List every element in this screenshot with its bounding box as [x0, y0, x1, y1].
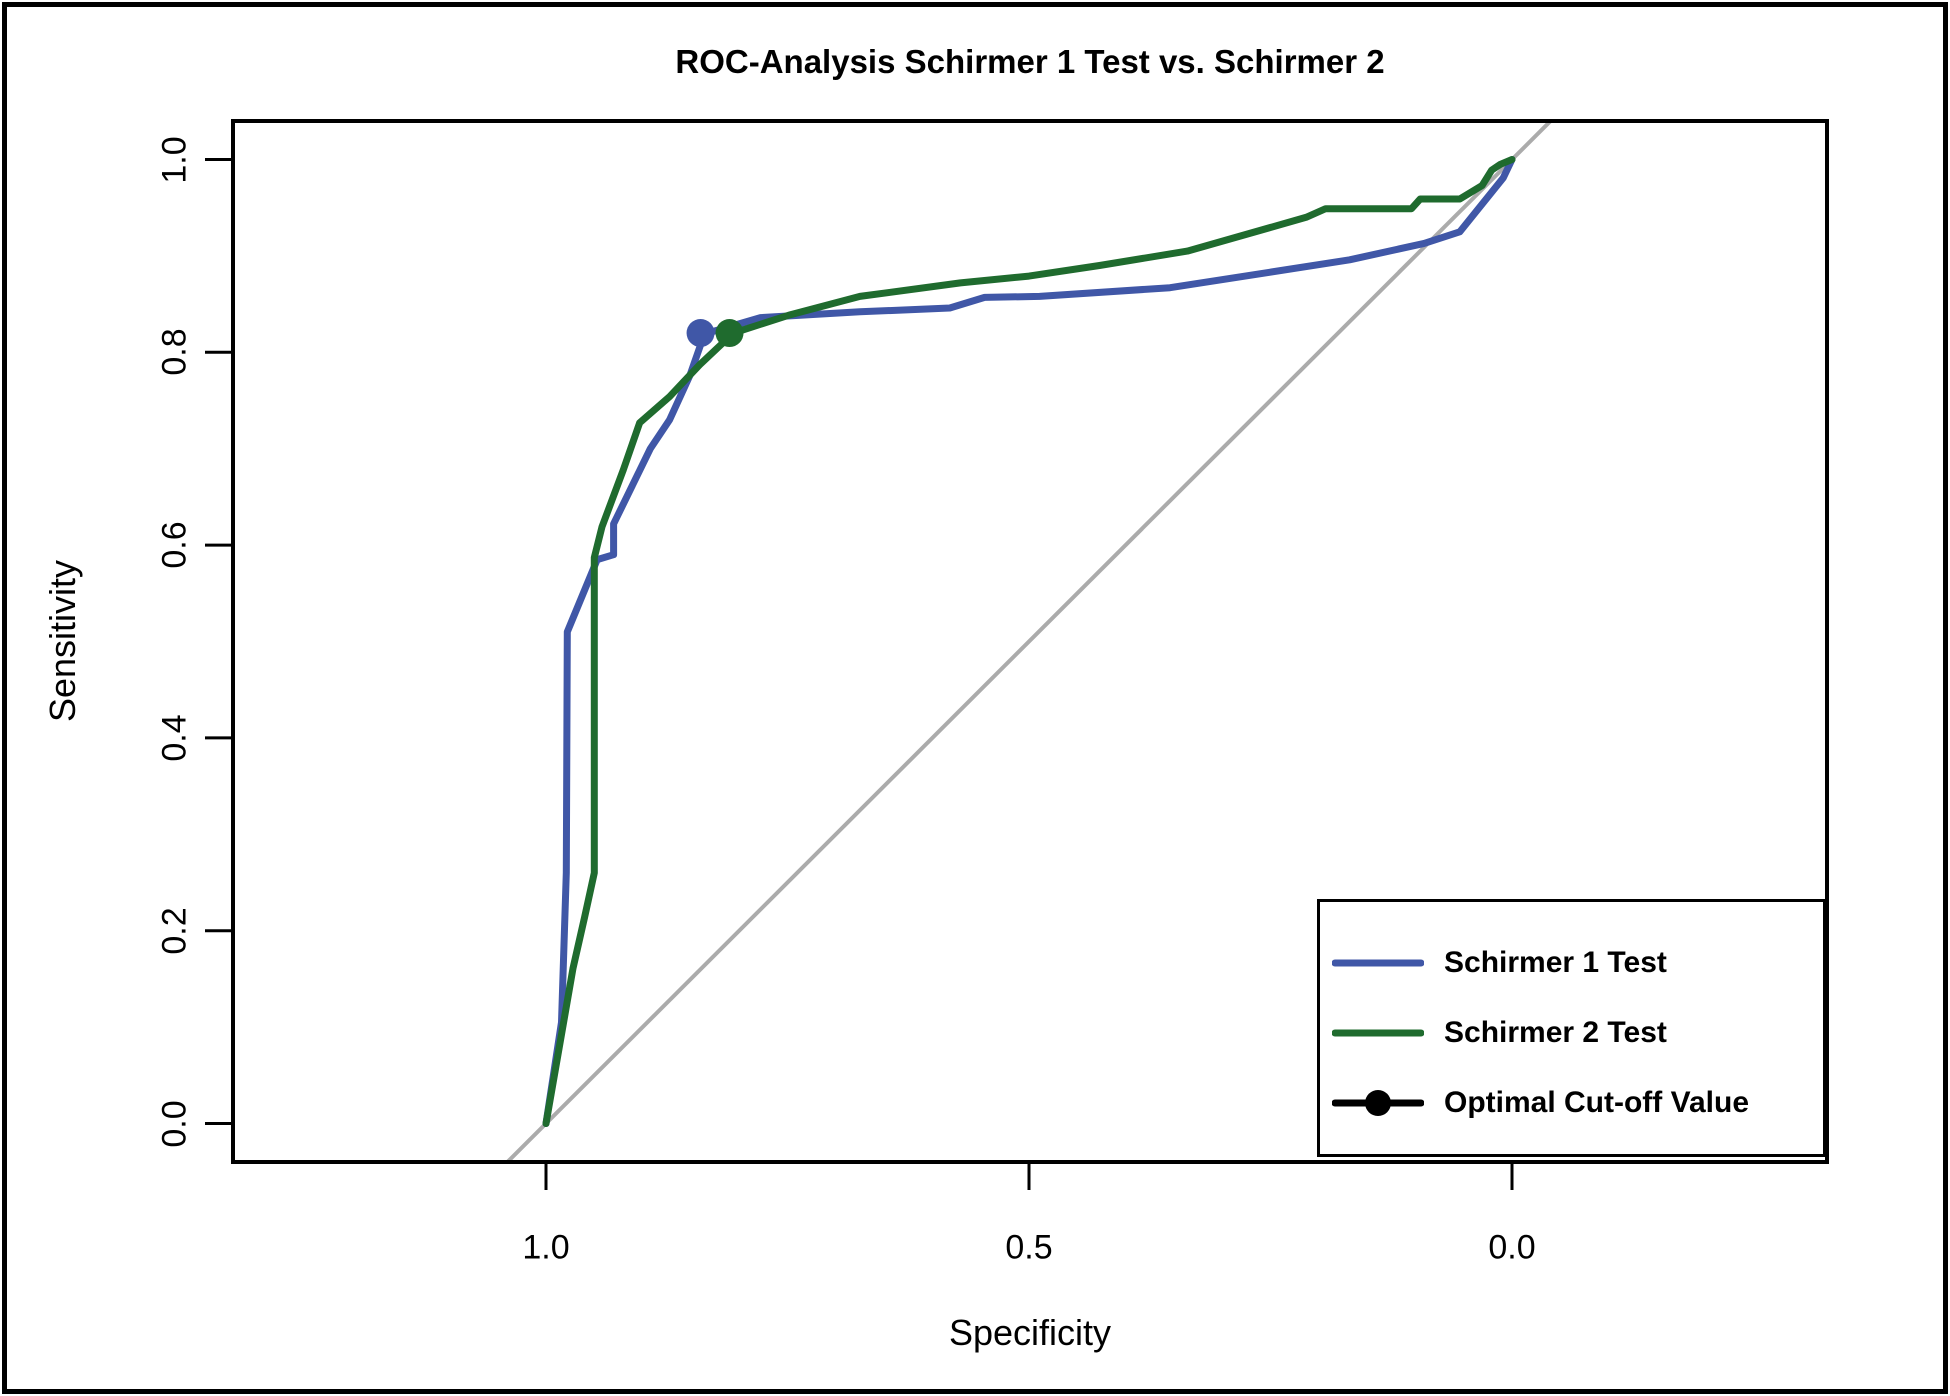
reference-diagonal [505, 119, 1553, 1164]
chart-title: ROC-Analysis Schirmer 1 Test vs. Schirme… [675, 43, 1385, 80]
legend-cutoff-dot-icon [1365, 1090, 1391, 1116]
legend-row: Optimal Cut-off Value [1332, 1086, 1823, 1120]
y-tick-label: 1.0 [155, 135, 194, 184]
roc-curve-schirmer-2-test [542, 156, 1516, 1127]
y-tick-label: 0.6 [155, 521, 194, 569]
legend: Schirmer 1 Test Schirmer 2 Test Optimal Cu… [1317, 899, 1826, 1157]
legend-label: Schirmer 1 Test [1444, 946, 1667, 979]
y-axis-title: Sensitivity [42, 559, 83, 723]
legend-label: Schirmer 2 Test [1444, 1016, 1667, 1049]
y-tick-label: 0.2 [155, 907, 194, 955]
legend-line-sample [1332, 959, 1424, 967]
x-axis-title: Specificity [948, 1312, 1112, 1353]
legend-line-sample [1332, 1090, 1424, 1116]
x-tick-label: 0.0 [1488, 1228, 1536, 1267]
legend-line-sample [1332, 1029, 1424, 1037]
y-tick-label: 0.4 [155, 714, 194, 762]
x-tick-label: 0.5 [1005, 1228, 1053, 1267]
legend-row: Schirmer 2 Test [1332, 1016, 1823, 1050]
y-tick-label: 0.8 [155, 328, 194, 376]
roc-curve-schirmer-1-test [542, 156, 1516, 1127]
y-tick-label: 0.0 [155, 1099, 194, 1148]
legend-row: Schirmer 1 Test [1332, 946, 1823, 980]
x-tick-label: 1.0 [522, 1228, 570, 1267]
optimal-cutoff-point-schirmer-1-test [686, 319, 715, 348]
legend-label: Optimal Cut-off Value [1444, 1086, 1750, 1119]
optimal-cutoff-point-schirmer-2-test [715, 319, 744, 348]
